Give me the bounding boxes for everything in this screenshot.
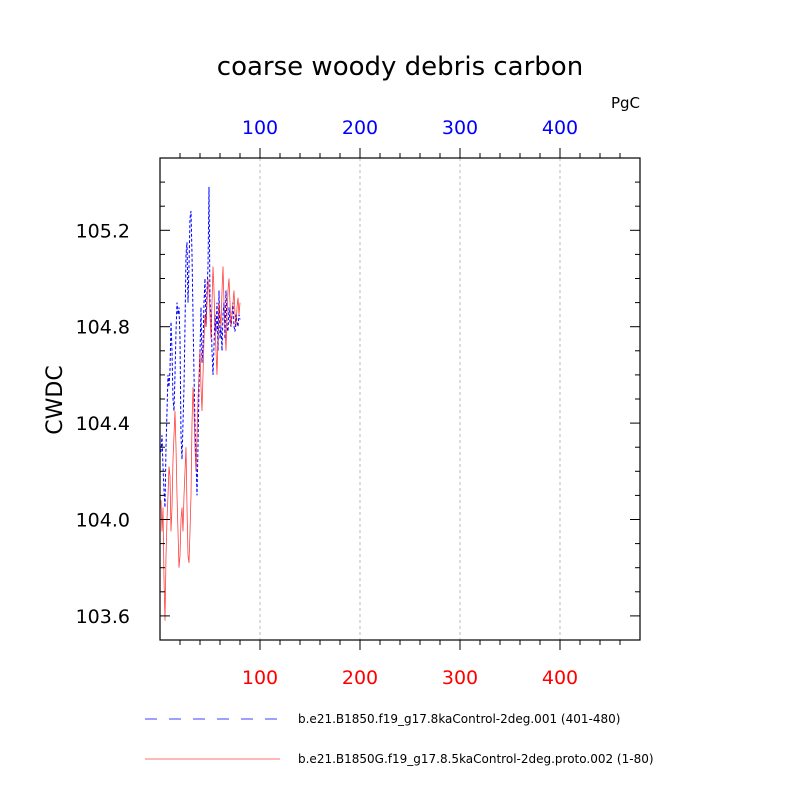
series-lines	[160, 186, 241, 621]
y-tick-label: 103.6	[76, 606, 130, 628]
y-tick-label: 105.2	[76, 220, 130, 242]
x-top-tick-label: 100	[242, 117, 278, 139]
x-bottom-tick-label: 100	[242, 667, 278, 689]
series-line-2	[160, 266, 241, 621]
x-bottom-tick-label: 400	[542, 667, 578, 689]
x-top-tick-label: 400	[542, 117, 578, 139]
x-bottom-tick-label: 200	[342, 667, 378, 689]
axis-ticks	[160, 148, 640, 650]
y-tick-label: 104.0	[76, 510, 130, 532]
x-bottom-tick-label: 300	[442, 667, 478, 689]
legend: b.e21.B1850.f19_g17.8kaControl-2deg.001 …	[145, 712, 654, 766]
x-top-tick-label: 300	[442, 117, 478, 139]
tick-labels: 100 100 200 200 300 300 400 400 103.6 104.0 104.4 1…	[76, 117, 579, 689]
plot-frame	[159, 157, 641, 641]
y-axis-label: CWDC	[43, 365, 68, 434]
chart-title: coarse woody debris carbon	[217, 52, 583, 82]
legend-label-1: b.e21.B1850.f19_g17.8kaControl-2deg.001 …	[298, 712, 620, 726]
y-tick-label: 104.8	[76, 317, 130, 339]
legend-label-2: b.e21.B1850G.f19_g17.8.5kaControl-2deg.p…	[298, 752, 654, 766]
grid-lines	[259, 158, 561, 640]
units-label: PgC	[611, 94, 640, 112]
x-top-tick-label: 200	[342, 117, 378, 139]
y-tick-label: 104.4	[76, 413, 130, 435]
